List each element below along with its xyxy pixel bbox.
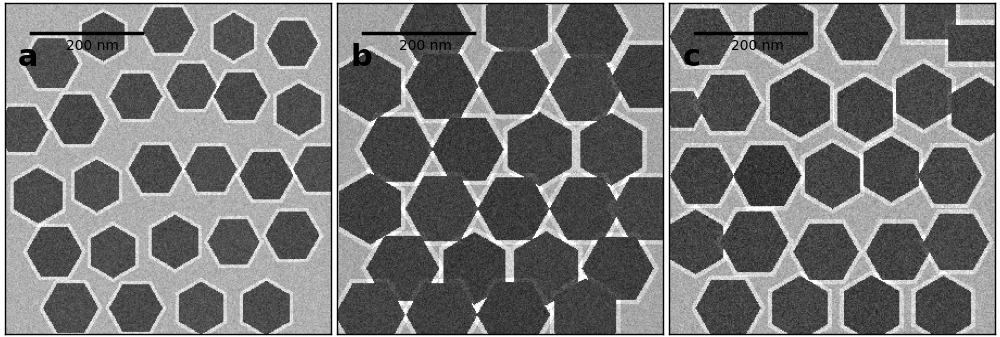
Text: c: c — [682, 43, 700, 72]
Text: a: a — [18, 43, 39, 72]
Text: 200 nm: 200 nm — [66, 39, 119, 53]
Text: 200 nm: 200 nm — [399, 39, 452, 53]
Text: b: b — [350, 43, 372, 72]
Text: 200 nm: 200 nm — [731, 39, 784, 53]
